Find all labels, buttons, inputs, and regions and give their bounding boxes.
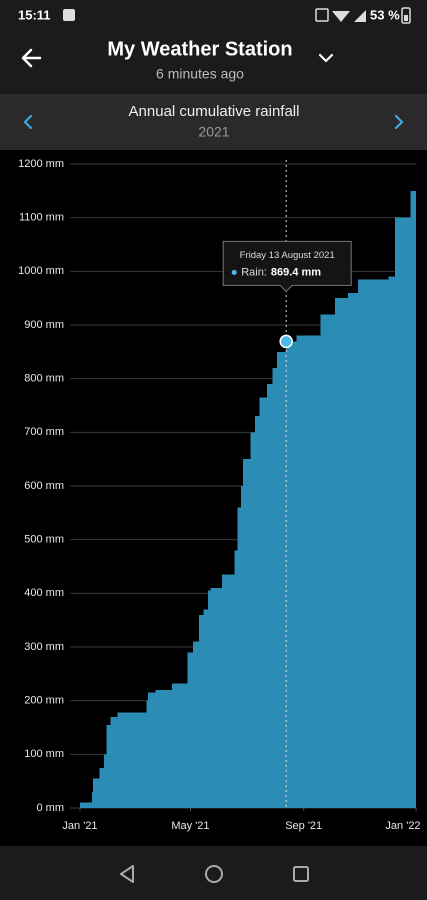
x-tick-label: May '21 <box>171 820 209 832</box>
x-tick-label: Sep '21 <box>285 820 322 832</box>
station-title[interactable]: My Weather Station <box>107 38 292 60</box>
signal-icon <box>354 10 366 22</box>
rain-step <box>242 459 251 808</box>
y-tick-label: 800 mm <box>24 373 64 385</box>
wifi-icon <box>332 11 350 22</box>
status-icon <box>63 9 75 21</box>
rain-step <box>358 279 389 809</box>
station-dropdown[interactable] <box>318 53 334 63</box>
rain-step <box>91 791 94 808</box>
plot <box>80 190 416 809</box>
tooltip-line: Rain: 869.4 mm <box>241 266 321 278</box>
rain-step <box>172 683 189 808</box>
chart-subtitle: 2021 <box>198 124 229 140</box>
tooltip-point <box>279 334 293 349</box>
rain-step <box>410 190 416 809</box>
tooltip-title: Friday 13 August 2021 <box>240 250 335 261</box>
previous-year[interactable] <box>23 114 33 130</box>
tooltip-box <box>222 240 352 293</box>
rain-step <box>210 587 223 808</box>
rain-step <box>259 397 268 808</box>
rain-step <box>99 767 105 808</box>
rain-step <box>296 335 321 808</box>
y-tick-label: 1200 mm <box>18 158 64 170</box>
rain-step <box>320 314 336 808</box>
rain-step <box>146 700 149 808</box>
rain-step <box>203 609 209 808</box>
rain-step <box>106 724 111 808</box>
nav-back[interactable] <box>120 865 134 883</box>
x-tick-label: Jan '22 <box>385 820 420 832</box>
rain-step <box>207 590 212 808</box>
rain-step <box>394 217 412 808</box>
rain-step <box>388 276 396 808</box>
rain-step <box>286 341 297 808</box>
last-update: 6 minutes ago <box>156 66 244 82</box>
y-tick-label: 1100 mm <box>19 212 64 224</box>
rain-step <box>221 574 236 808</box>
next-year[interactable] <box>394 114 404 130</box>
x-tick-label: Jan '21 <box>62 820 97 832</box>
tooltip-layer: Friday 13 August 2021 Rain: 869.4 mm <box>222 160 352 808</box>
rain-step <box>276 351 287 808</box>
rain-step <box>80 802 93 808</box>
rain-step <box>334 298 349 808</box>
y-tick-label: 0 mm <box>37 802 65 814</box>
chart-header <box>0 94 427 150</box>
rain-step <box>234 550 239 808</box>
rain-step <box>198 614 204 808</box>
battery-icon <box>401 7 411 24</box>
axes: 0 mm 100 mm 200 mm 300 mm 400 mm 500 mm 600 mm… <box>18 158 420 832</box>
y-tick-label: 400 mm <box>24 587 64 599</box>
tooltip-bullet <box>231 269 237 275</box>
rain-step <box>347 292 359 808</box>
y-tick-label: 1000 mm <box>18 265 64 277</box>
back-button[interactable] <box>21 48 42 68</box>
y-tick-label: 500 mm <box>24 534 64 546</box>
battery-fill <box>404 15 408 21</box>
back-arrow[interactable] <box>21 48 42 68</box>
y-tick-label: 100 mm <box>24 748 64 760</box>
rain-step <box>103 754 108 808</box>
rain-step <box>272 367 278 808</box>
rain-step <box>117 712 147 808</box>
nav-bar <box>0 846 427 900</box>
rain-step <box>110 716 119 808</box>
rain-step <box>237 507 242 808</box>
y-tick-label: 900 mm <box>24 319 64 331</box>
tooltip-value: 869.4 mm <box>271 266 321 278</box>
app-header <box>0 32 427 94</box>
rain-step <box>193 641 200 808</box>
y-tick-label: 300 mm <box>24 641 64 653</box>
rain-step <box>92 778 100 808</box>
status-icon <box>315 8 329 22</box>
rain-step <box>254 416 261 808</box>
y-tick-label: 200 mm <box>24 695 64 707</box>
rain-step <box>241 486 244 808</box>
chart-title: Annual cumulative rainfall <box>129 103 300 120</box>
nav-home[interactable] <box>205 865 223 883</box>
rain-step <box>187 652 194 808</box>
rain-step <box>155 689 173 808</box>
rain-step <box>266 384 273 808</box>
rain-step <box>148 692 157 808</box>
y-tick-label: 600 mm <box>24 480 64 492</box>
status-time: 15:11 <box>18 7 51 22</box>
tooltip-series: Rain: <box>241 266 267 278</box>
battery-level: 53 % <box>370 7 400 22</box>
nav-recents[interactable] <box>293 866 309 882</box>
y-tick-label: 700 mm <box>24 426 64 438</box>
rain-step <box>250 432 256 808</box>
